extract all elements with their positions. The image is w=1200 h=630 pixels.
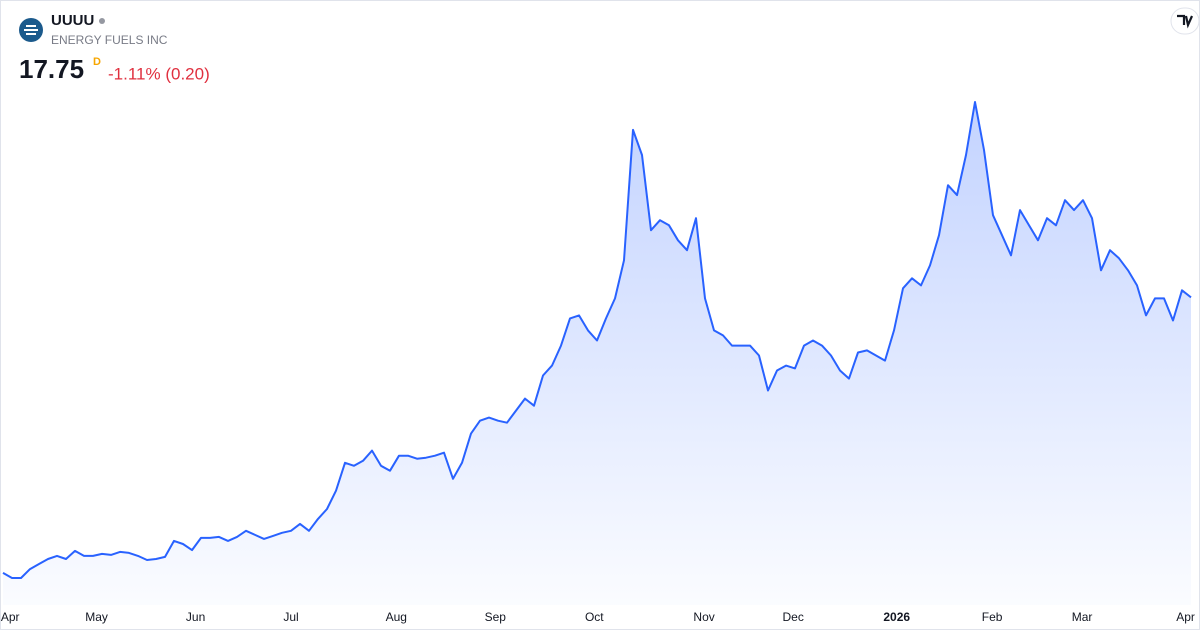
tv-logo (1177, 14, 1194, 29)
status-dot (99, 18, 105, 24)
change: -1.11% (0.20) (108, 64, 210, 83)
x-tick-label: Sep (485, 610, 507, 624)
x-tick-label: Aug (386, 610, 407, 624)
symbol: UUUU (51, 12, 94, 29)
x-tick-label: Nov (693, 610, 714, 624)
interval: D (93, 56, 101, 68)
x-tick-label: Apr (1, 610, 20, 624)
x-tick-label: Jul (283, 610, 298, 624)
x-tick-label: Mar (1072, 610, 1093, 624)
x-tick-label: May (85, 610, 108, 624)
x-tick-label: Jun (186, 610, 205, 624)
x-tick-label: 2026 (883, 610, 910, 624)
price: 17.75 (19, 54, 84, 84)
price-line (2, 101, 1192, 579)
plot: Apr May Jun Jul Aug Sep Oct Nov Dec 2026 Feb Mar Apr (1, 101, 1195, 624)
company: ENERGY FUELS INC (51, 33, 168, 47)
x-tick-label: Apr (1176, 610, 1195, 624)
x-tick-label: Oct (585, 610, 604, 624)
x-tick-label: Dec (783, 610, 804, 624)
logo-mark (24, 25, 38, 35)
area-fill (3, 102, 1191, 605)
x-tick-label: Feb (982, 610, 1003, 624)
